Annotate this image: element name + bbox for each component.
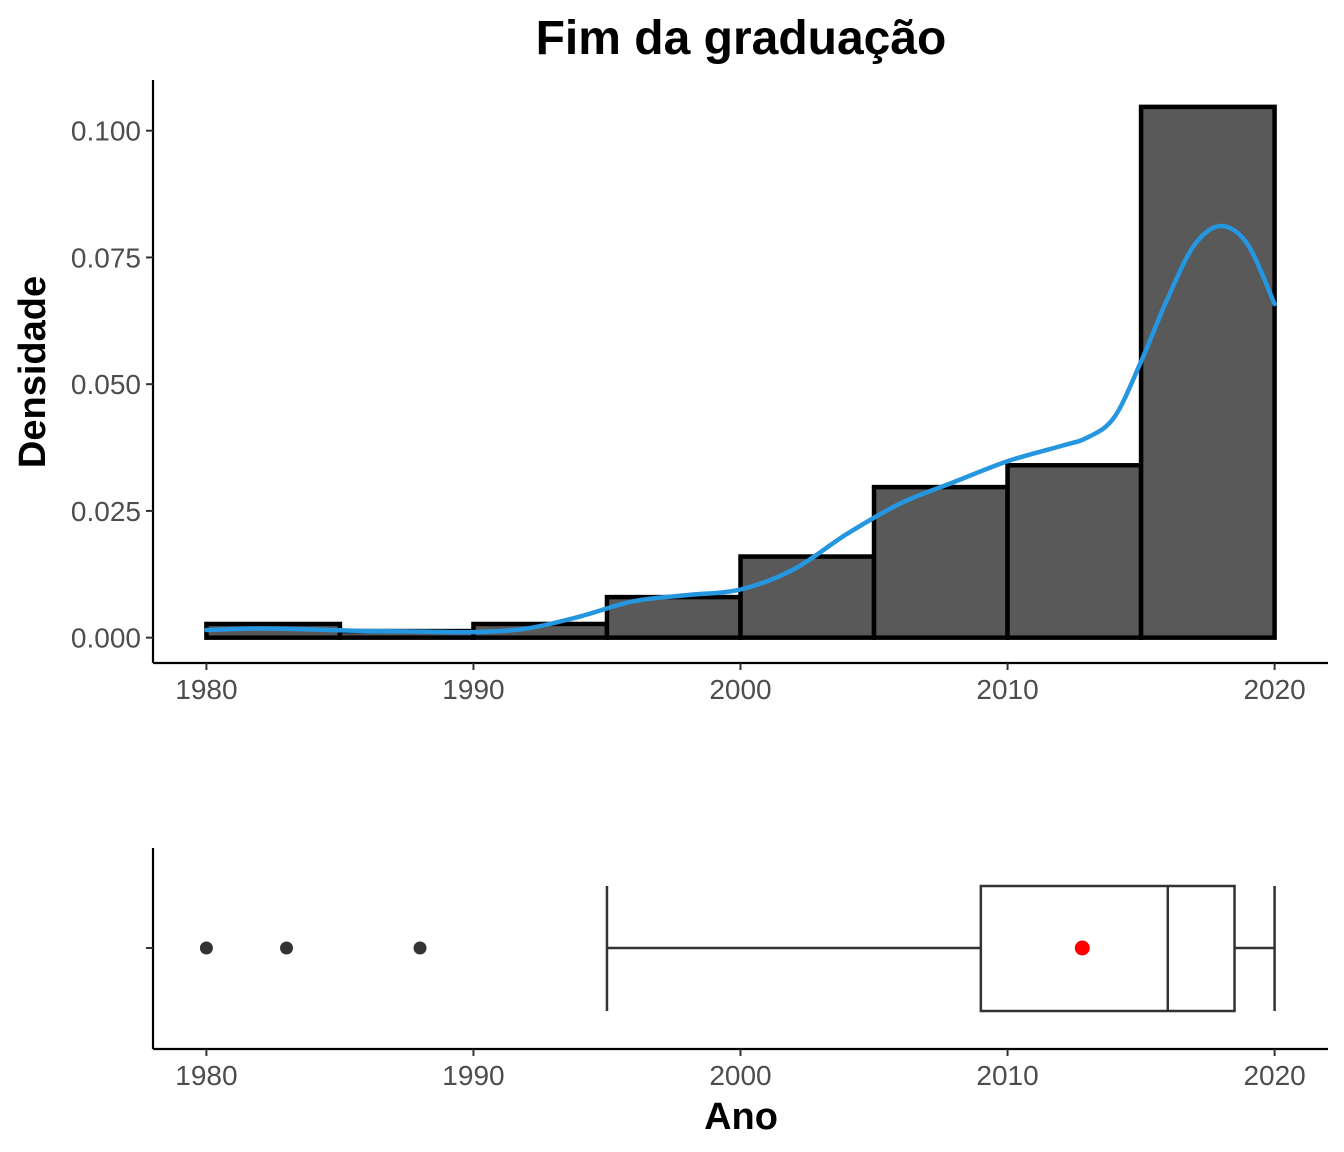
outlier-point-2 [280,941,294,955]
y-tick-label-1: 0.025 [71,496,141,527]
y-axis-label: Densidade [12,276,54,468]
histogram-bar-7 [1005,463,1144,640]
chart-title: Fim da graduação [536,12,947,65]
y-tick-label-4: 0.100 [71,116,141,147]
histogram-panel: 0.000 0.025 0.050 0.075 0.100 1980 1990 2000 201… [71,80,1328,705]
x-tick-label-bottom-3: 2010 [976,1060,1038,1091]
x-tick-label-bottom-2: 2000 [709,1060,771,1091]
boxplot-panel: 1980 1990 2000 2010 2020 [146,848,1328,1091]
x-tick-label-top-3: 2010 [976,674,1038,705]
density-curve [204,223,1277,635]
y-tick-label-3: 0.075 [71,242,141,273]
y-tick-label-2: 0.050 [71,369,141,400]
mean-point [1074,940,1090,956]
y-tick-label-0: 0.000 [71,623,141,654]
histogram-bar-8 [1138,104,1277,640]
histogram-bar-5 [738,554,877,640]
outlier-point-3 [413,941,427,955]
x-tick-label-top-1: 1990 [442,674,504,705]
x-tick-label-bottom-0: 1980 [175,1060,237,1091]
x-tick-label-top-4: 2020 [1243,674,1305,705]
histogram-bar-6 [871,484,1010,640]
x-tick-label-bottom-4: 2020 [1243,1060,1305,1091]
x-tick-label-top-2: 2000 [709,674,771,705]
box-iqr [979,884,1236,1013]
x-tick-label-top-0: 1980 [175,674,237,705]
outlier-point-1 [199,941,213,955]
x-tick-label-bottom-1: 1990 [442,1060,504,1091]
x-axis-label: Ano [704,1096,778,1138]
